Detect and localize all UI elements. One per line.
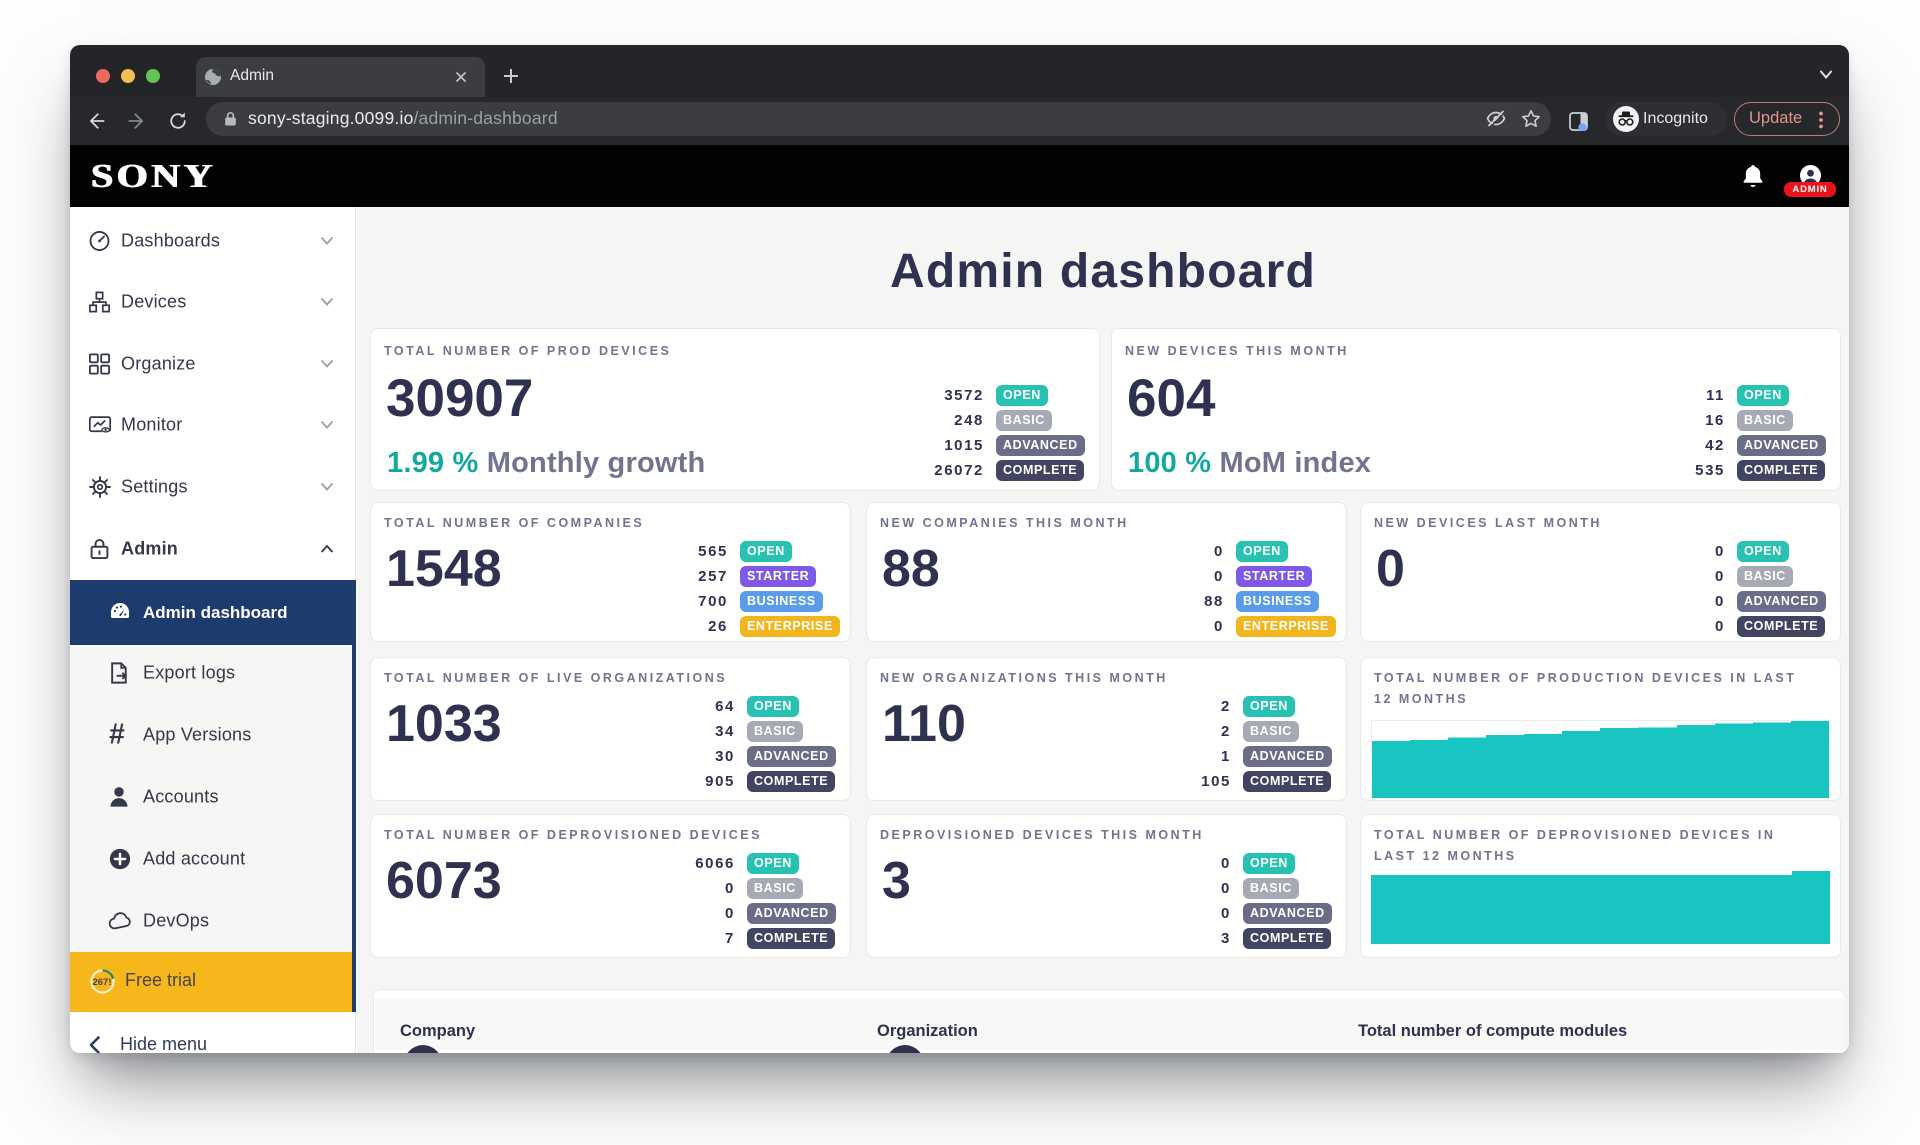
svg-text:267!: 267! — [92, 977, 111, 988]
